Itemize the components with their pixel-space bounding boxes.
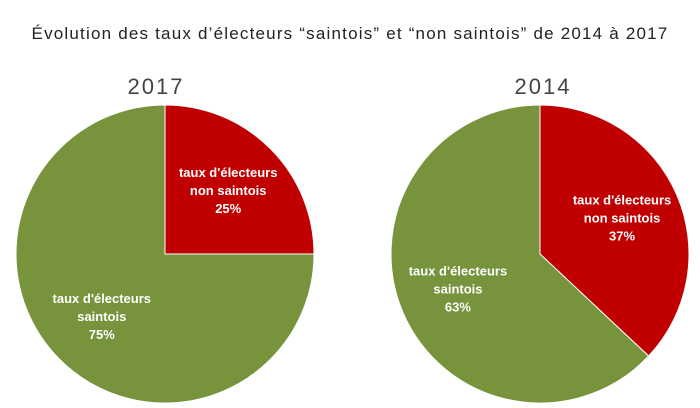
pie-slice-non-saintois — [164, 104, 315, 255]
pie-slice-label-line: saintois — [433, 282, 482, 297]
pie-slice-label-line: taux d'électeurs — [573, 192, 671, 207]
pie-slice-label-line: non saintois — [190, 183, 267, 198]
pie-slice-label-line: taux d'électeurs — [409, 264, 507, 279]
pie-slice-label: taux d'électeurs saintois 63% — [409, 264, 507, 315]
pie-year-title: 2014 — [515, 74, 572, 99]
pie-slice-value: 75% — [89, 327, 115, 342]
chart-title: Évolution des taux d’électeurs “saintois… — [31, 24, 669, 43]
pie-slice-label: taux d'électeurs non saintois 37% — [573, 192, 671, 243]
pie-slice-value: 25% — [215, 201, 241, 216]
pie-slice-label: taux d'électeurs saintois 75% — [53, 291, 151, 342]
pie-slice-saintois — [15, 104, 315, 404]
pie-slice-label-line: taux d'électeurs — [179, 165, 277, 180]
pie-slice-label: taux d'électeurs non saintois 25% — [179, 165, 277, 216]
pie-slice-label-line: non saintois — [584, 210, 661, 225]
pie-slice-label-line: taux d'électeurs — [53, 291, 151, 306]
pie-slice-value: 37% — [609, 228, 635, 243]
pie-slice-value: 63% — [445, 300, 471, 315]
pie-slice-saintois — [390, 104, 650, 404]
pie-slice-non-saintois — [539, 104, 690, 357]
pie-slice-label-line: saintois — [77, 309, 126, 324]
pie-year-title: 2017 — [128, 74, 185, 99]
